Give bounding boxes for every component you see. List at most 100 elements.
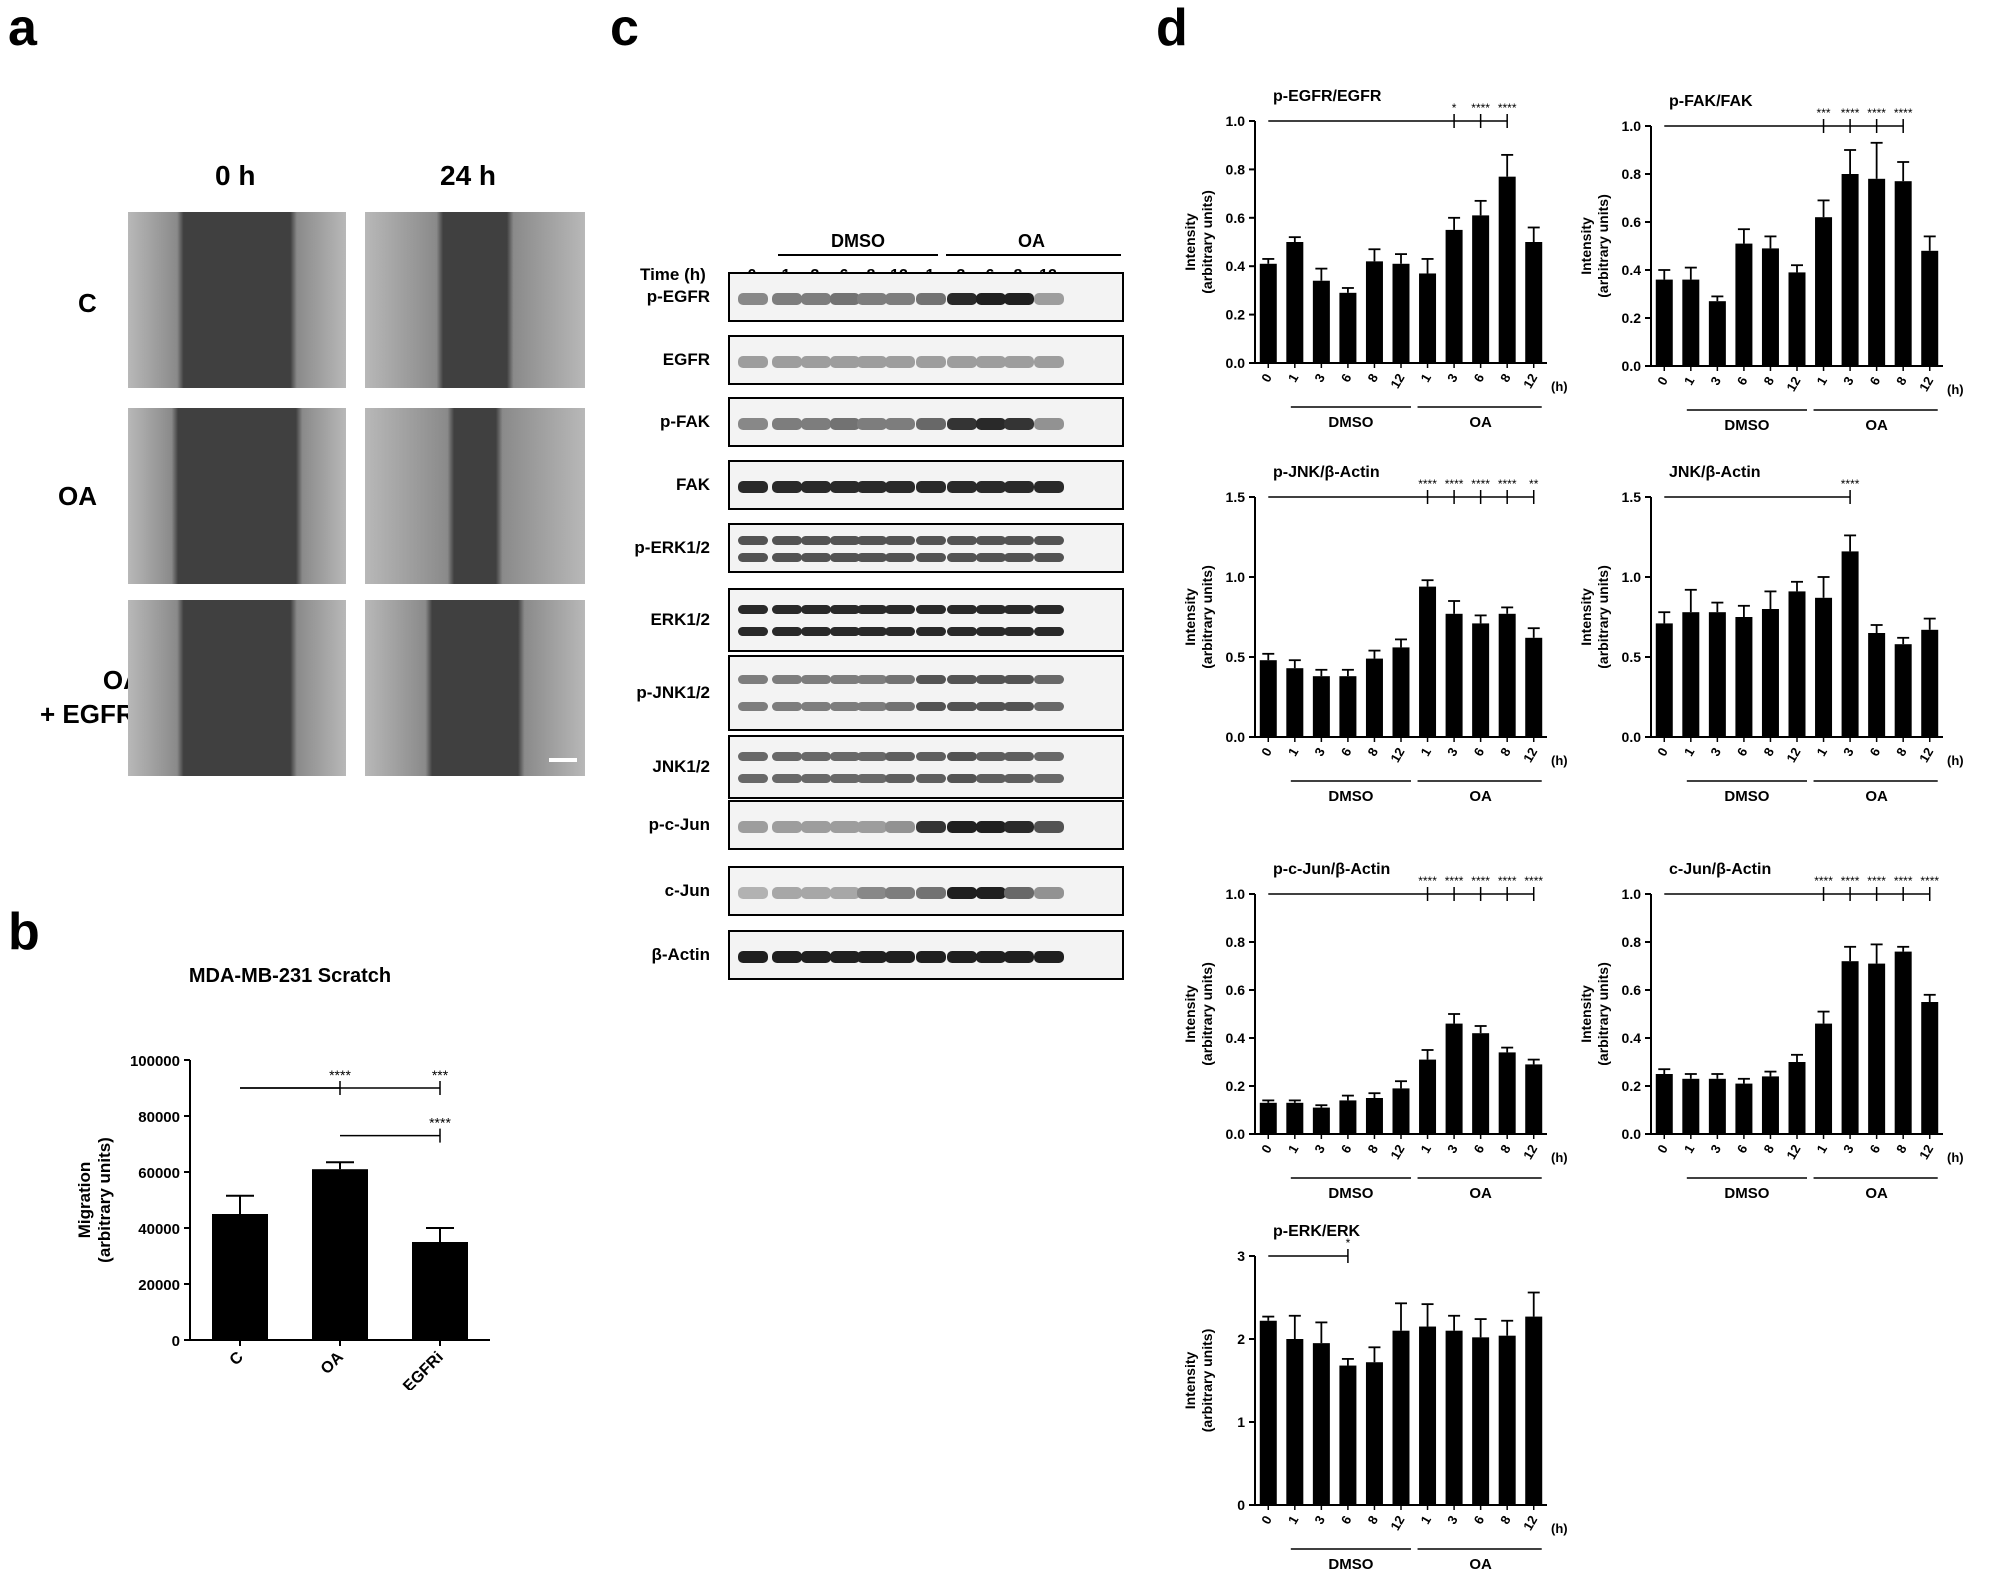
x-tick-label: 8 — [1893, 745, 1910, 759]
blot-band — [738, 701, 768, 711]
bar — [1761, 248, 1779, 366]
y-axis-label: Intensity (arbitrary units) — [1578, 194, 1611, 297]
x-tick-label: 0 — [1258, 1142, 1275, 1156]
y-tick-label: 0.2 — [1226, 307, 1246, 323]
blot-band — [885, 774, 915, 784]
blot-band — [738, 356, 768, 368]
y-tick-label: 0.4 — [1226, 1030, 1246, 1046]
blot-band — [1004, 627, 1034, 637]
x-unit-label: (h) — [1551, 1150, 1568, 1165]
y-axis-label: Intensity (arbitrary units) — [1578, 565, 1611, 668]
blot-band — [885, 821, 915, 833]
blot-band — [916, 774, 946, 784]
bar — [1788, 1062, 1806, 1134]
x-unit-label: (h) — [1551, 379, 1568, 394]
blot-band — [772, 751, 802, 761]
x-tick-label: 12 — [1387, 745, 1407, 765]
x-tick-label: 8 — [1364, 1142, 1381, 1156]
bar — [1921, 1002, 1939, 1134]
blot-band — [1034, 604, 1064, 614]
bar — [1498, 176, 1516, 363]
blot-band — [857, 418, 887, 430]
blot-band — [947, 751, 977, 761]
y-label-line: Intensity — [1578, 588, 1594, 646]
bar — [312, 1169, 368, 1340]
x-tick-label: 3 — [1311, 371, 1328, 385]
x-tick-label: 0 — [1654, 374, 1671, 388]
blot-band — [830, 821, 860, 833]
blot-band — [916, 887, 946, 899]
bar — [1788, 272, 1806, 366]
blot-band — [976, 604, 1006, 614]
bar — [1525, 1064, 1543, 1134]
blot-band — [830, 951, 860, 963]
blot-band — [885, 604, 915, 614]
x-tick-label: 3 — [1444, 1513, 1461, 1527]
blot-band — [738, 627, 768, 637]
condition-c: C — [78, 288, 97, 318]
blot-band — [916, 701, 946, 711]
blot-band — [916, 951, 946, 963]
y-label-line: (arbitrary units) — [1199, 565, 1215, 668]
x-tick-label: OA — [318, 1348, 347, 1377]
blot-band — [801, 535, 831, 545]
blot-band — [916, 751, 946, 761]
y-label-line: (arbitrary units) — [1199, 190, 1215, 293]
bar — [1894, 181, 1912, 366]
blot-band — [916, 535, 946, 545]
y-tick-label: 1.5 — [1622, 489, 1642, 505]
sig-label: **** — [1445, 477, 1464, 491]
blot-strip — [728, 800, 1124, 850]
blot-band — [885, 887, 915, 899]
bar — [1498, 1335, 1516, 1505]
y-tick-label: 1.0 — [1226, 113, 1246, 129]
group-label: OA — [1865, 1185, 1888, 1202]
sig-label: **** — [1471, 477, 1490, 491]
y-tick-label: 0.2 — [1622, 310, 1642, 326]
blot-band — [916, 627, 946, 637]
bar — [1921, 629, 1939, 737]
x-tick-label: 1 — [1681, 1142, 1698, 1156]
y-label-line: Intensity — [1182, 213, 1198, 271]
y-tick-label: 0.8 — [1622, 166, 1642, 182]
x-unit-label: (h) — [1947, 753, 1964, 768]
time-label: Time (h) — [640, 265, 706, 284]
y-tick-label: 100000 — [130, 1053, 180, 1070]
y-tick-label: 1.0 — [1622, 118, 1642, 134]
x-tick-label: 8 — [1893, 374, 1910, 388]
blot-band — [1034, 774, 1064, 784]
x-tick-label: 1 — [1814, 745, 1831, 759]
x-tick-label: 12 — [1387, 371, 1407, 391]
x-tick-label: 12 — [1520, 1513, 1540, 1533]
y-axis-label: Intensity (arbitrary units) — [1182, 565, 1215, 668]
band-label: β-Actin — [651, 945, 710, 964]
micrograph-2-1 — [365, 600, 585, 776]
x-tick-label: 0 — [1654, 1142, 1671, 1156]
blot-band — [1034, 481, 1064, 493]
sig-label: **** — [1867, 874, 1886, 888]
y-tick-label: 0.4 — [1226, 258, 1246, 274]
x-tick-label: 1 — [1814, 1142, 1831, 1156]
sig-label: **** — [1498, 874, 1517, 888]
x-tick-label: 12 — [1520, 745, 1540, 765]
sig-label: * — [1452, 101, 1457, 115]
group-label: OA — [1469, 1185, 1492, 1202]
y-tick-label: 40000 — [138, 1221, 180, 1238]
blot-band — [976, 887, 1006, 899]
x-unit-label: (h) — [1551, 1521, 1568, 1536]
bar — [1365, 1098, 1383, 1134]
x-unit-label: (h) — [1551, 753, 1568, 768]
bar — [1339, 1100, 1357, 1134]
bar — [1339, 676, 1357, 737]
sig-label: *** — [432, 1067, 449, 1083]
blot-band — [1034, 553, 1064, 562]
blot-band — [947, 553, 977, 562]
blot-band — [801, 356, 831, 368]
blot-band — [976, 356, 1006, 368]
bar — [1841, 174, 1859, 366]
x-tick-label: 3 — [1707, 374, 1724, 388]
sig-label: **** — [1814, 874, 1833, 888]
blot-band — [885, 951, 915, 963]
bar — [1525, 242, 1543, 363]
